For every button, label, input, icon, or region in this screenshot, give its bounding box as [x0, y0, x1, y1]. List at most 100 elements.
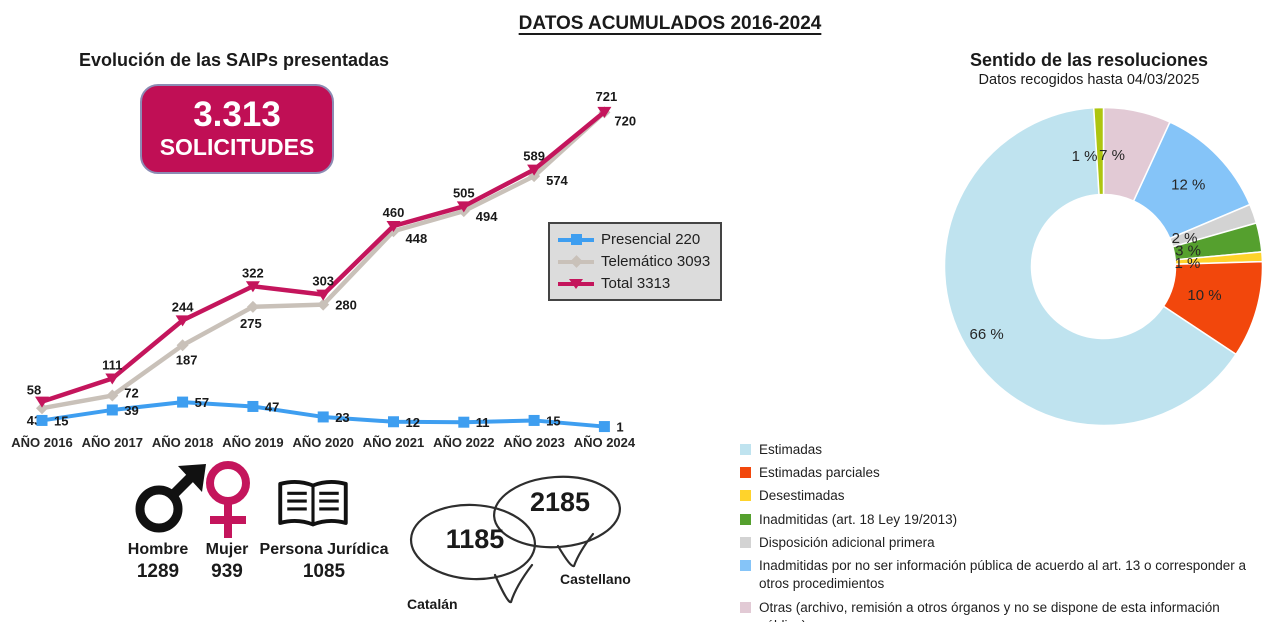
svg-text:12 %: 12 % [1171, 176, 1205, 193]
donut-legend: Estimadas Estimadas parciales Desestimadas… [740, 441, 1265, 622]
donut-legend-item: Estimadas [740, 441, 1265, 459]
legend-label: Inadmitidas por no ser información públi… [759, 558, 1247, 592]
legend-label: Estimadas parciales [759, 465, 880, 481]
line-chart-legend: Presencial 220 Telemático 3093 Total 331… [548, 222, 722, 301]
svg-text:7 %: 7 % [1099, 147, 1125, 164]
legend-swatch-icon [740, 467, 751, 479]
legend-item-telematico: Telemático 3093 [558, 253, 712, 270]
svg-text:AÑO 2018: AÑO 2018 [152, 435, 213, 450]
svg-text:12: 12 [406, 415, 420, 430]
legend-swatch-icon [740, 560, 751, 572]
legend-item-presencial: Presencial 220 [558, 231, 712, 248]
legend-label: Disposición adicional primera [759, 534, 935, 550]
legend-label: Otras (archivo, remisión a otros órganos… [759, 599, 1220, 622]
legend-swatch-icon [740, 536, 751, 548]
page-title: DATOS ACUMULADOS 2016-2024 [390, 13, 950, 35]
legend-swatch-icon [740, 444, 751, 455]
donut-legend-item: Estimadas parciales [740, 464, 1265, 482]
legend-label: Total 3313 [601, 275, 671, 292]
page-title-text: DATOS ACUMULADOS 2016-2024 [518, 13, 822, 34]
svg-text:589: 589 [523, 149, 545, 164]
svg-text:1: 1 [616, 420, 623, 435]
legend-label: Inadmitidas (art. 18 Ley 19/2013) [759, 511, 958, 527]
total-requests-label: SOLICITUDES [159, 134, 315, 161]
mujer-label: Mujer [205, 541, 249, 558]
legend-label: Estimadas [759, 442, 823, 457]
legend-swatch-icon [740, 513, 751, 525]
legend-swatch-icon [740, 490, 751, 502]
svg-text:57: 57 [195, 395, 209, 410]
svg-text:721: 721 [596, 89, 618, 104]
svg-text:1 %: 1 % [1072, 148, 1098, 165]
svg-text:187: 187 [176, 352, 198, 367]
svg-text:10 %: 10 % [1187, 287, 1221, 304]
catalan-label: Catalán [407, 596, 458, 612]
telematico-marker-icon [558, 255, 594, 269]
donut-legend-item: Inadmitidas por no ser información públi… [740, 557, 1265, 593]
svg-text:244: 244 [172, 299, 194, 314]
castellano-count: 2185 [529, 487, 591, 517]
svg-text:AÑO 2019: AÑO 2019 [222, 435, 283, 450]
legend-label: Telemático 3093 [601, 253, 711, 270]
legend-swatch-icon [740, 601, 751, 613]
total-requests-badge: 3.313 SOLICITUDES [140, 84, 334, 174]
persona-juridica-value: 1085 [302, 561, 346, 582]
open-book-icon [278, 480, 348, 527]
svg-text:AÑO 2020: AÑO 2020 [292, 435, 353, 450]
svg-text:494: 494 [476, 209, 498, 224]
castellano-label: Castellano [560, 571, 631, 587]
donut-chart-svg: 7 %12 %2 %3 %1 %10 %66 %1 % [945, 106, 1264, 427]
presencial-marker-icon [558, 233, 594, 247]
svg-text:111: 111 [102, 357, 122, 372]
svg-text:AÑO 2023: AÑO 2023 [503, 435, 564, 450]
mujer-value: 939 [211, 561, 243, 582]
hombre-label: Hombre [127, 541, 189, 558]
svg-text:AÑO 2016: AÑO 2016 [11, 435, 72, 450]
persona-juridica-label: Persona Jurídica [259, 541, 389, 558]
svg-text:574: 574 [546, 173, 568, 188]
svg-text:720: 720 [614, 113, 636, 128]
catalan-count: 1185 [445, 524, 505, 554]
male-symbol-icon [135, 464, 206, 533]
legend-label: Presencial 220 [601, 231, 701, 248]
total-requests-number: 3.313 [193, 95, 281, 135]
svg-text:AÑO 2022: AÑO 2022 [433, 435, 494, 450]
svg-text:66 %: 66 % [969, 326, 1003, 343]
donut-subtitle: Datos recogidos hasta 04/03/2025 [978, 72, 1200, 88]
svg-text:AÑO 2024: AÑO 2024 [574, 435, 636, 450]
donut-legend-item: Inadmitidas (art. 18 Ley 19/2013) [740, 511, 1265, 529]
svg-text:448: 448 [406, 231, 428, 246]
svg-text:322: 322 [242, 265, 264, 280]
speech-bubbles-icon [409, 475, 621, 604]
donut-legend-item: Disposición adicional primera [740, 534, 1265, 552]
line-chart-title: Evolución de las SAIPs presentadas [78, 50, 390, 70]
svg-text:AÑO 2017: AÑO 2017 [82, 435, 143, 450]
svg-text:15: 15 [546, 413, 560, 428]
donut-legend-item: Otras (archivo, remisión a otros órganos… [740, 599, 1265, 622]
female-symbol-icon [206, 461, 250, 538]
svg-text:2 %: 2 % [1172, 230, 1198, 247]
svg-text:11: 11 [476, 415, 490, 430]
hombre-value: 1289 [136, 561, 180, 582]
donut-legend-item: Desestimadas [740, 487, 1265, 505]
legend-item-total: Total 3313 [558, 275, 712, 292]
svg-text:72: 72 [124, 386, 138, 401]
total-marker-icon [558, 277, 594, 291]
svg-text:23: 23 [335, 410, 349, 425]
svg-text:58: 58 [27, 383, 41, 398]
svg-text:39: 39 [124, 403, 138, 418]
legend-label: Desestimadas [759, 488, 845, 504]
svg-text:AÑO 2021: AÑO 2021 [363, 435, 424, 450]
donut-title: Sentido de las resoluciones [969, 50, 1209, 70]
svg-text:505: 505 [453, 185, 475, 200]
svg-text:1 %: 1 % [1174, 255, 1200, 272]
svg-text:15: 15 [54, 413, 68, 428]
svg-text:460: 460 [383, 205, 405, 220]
svg-text:280: 280 [335, 298, 357, 313]
svg-text:303: 303 [312, 274, 334, 289]
svg-text:47: 47 [265, 399, 279, 414]
line-chart-svg: AÑO 2016 AÑO 2017 AÑO 2018 AÑO 2019 AÑO 2020… [11, 89, 636, 450]
svg-text:275: 275 [240, 316, 262, 331]
svg-text:3 %: 3 % [1175, 243, 1201, 260]
